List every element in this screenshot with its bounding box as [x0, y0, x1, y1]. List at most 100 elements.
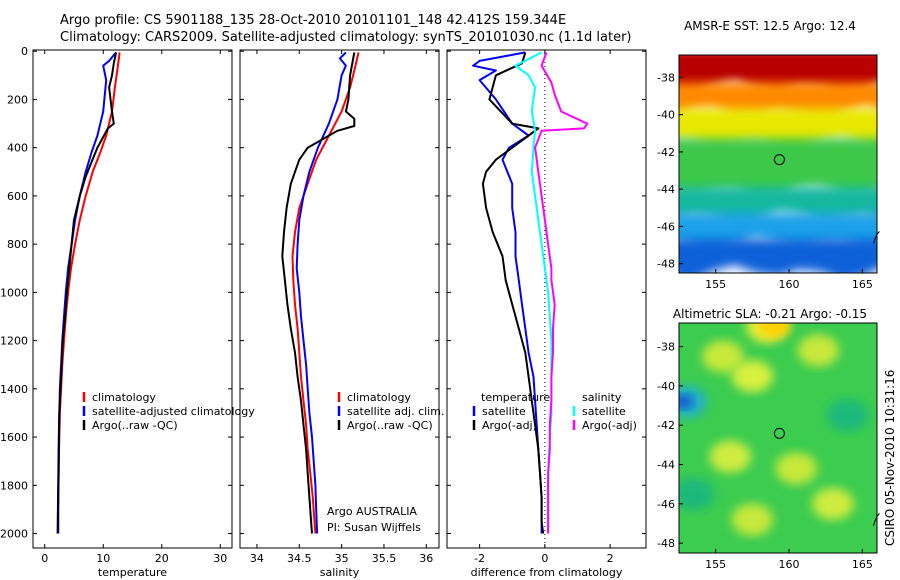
temperature-ytick-label: 1200 — [0, 335, 28, 348]
sla_map-xtick-label: 155 — [705, 558, 726, 571]
temperature-ytick-label: 400 — [7, 142, 28, 155]
temperature-xtick-label: 0 — [41, 552, 48, 565]
sla_map-blob-high — [731, 360, 774, 393]
salinity-panel: 34 34.5 35 35.5 36 salinity climatologysatelli… — [239, 49, 444, 579]
sla_map-blob-min — [679, 394, 693, 409]
temperature-ytick-label: 0 — [21, 45, 28, 58]
series-line-salinity-climatology — [291, 52, 360, 534]
temperature-legend-label-argo-raw-qc: Argo(..raw -QC) — [92, 419, 178, 432]
salinity-axes-frame — [239, 49, 440, 549]
temperature-xtick-label: 10 — [96, 552, 110, 565]
sst_map-field — [679, 55, 877, 273]
salinity-legend-label-argo-raw-qc: Argo(..raw -QC) — [347, 419, 433, 432]
series-line-salinity-argo-raw-qc — [281, 52, 356, 534]
temperature-ytick-label: 600 — [7, 190, 28, 203]
temperature-ytick-label: 200 — [7, 93, 28, 106]
sla-map-panel: Altimetric SLA: -0.21 Argo: -0.15 155 160 1… — [657, 307, 880, 571]
sla_map-title: Altimetric SLA: -0.21 Argo: -0.15 — [673, 307, 867, 321]
salinity-xtick-label: 35.5 — [372, 552, 397, 565]
difference-legend-left-title: temperature — [481, 391, 550, 404]
sst_map-band-green — [679, 138, 877, 199]
sla_map-ytick-label: -44 — [657, 459, 675, 472]
difference-axes-frame — [446, 49, 647, 549]
salinity-annotation-line1: Argo AUSTRALIA — [327, 505, 417, 518]
sla_map-blob-low — [679, 385, 708, 418]
difference-temp-legend-label-argo-adj: Argo(-adj) — [482, 419, 537, 432]
sst_map-band-blue — [679, 239, 877, 273]
temperature-ytick-label: 1400 — [0, 383, 28, 396]
temperature-ytick-label: 800 — [7, 238, 28, 251]
salinity-xtick-label: 36 — [419, 552, 433, 565]
difference-sal-legend-label-argo-adj: Argo(-adj) — [582, 419, 637, 432]
credit-text: CSIRO 05-Nov-2010 10:31:16 — [883, 370, 897, 546]
sla_map-blob-high — [775, 452, 818, 485]
salinity-xtick-label: 35 — [335, 552, 349, 565]
temperature-ytick-label: 1000 — [0, 286, 28, 299]
sst_map-ytick-label: -48 — [657, 258, 675, 271]
difference-xtick-label: 0 — [541, 552, 548, 565]
salinity-legend-label-climatology: climatology — [347, 391, 411, 404]
temperature-panel: 0 10 20 30 temperature 0 200 400 600 800 1000 1200 1… — [0, 45, 255, 579]
temperature-legend-label-satellite-adjusted-climatology: satellite-adjusted climatology — [92, 405, 255, 418]
difference-temp-legend-label-satellite: satellite — [482, 405, 526, 418]
temperature-ytick-label: 1800 — [0, 479, 28, 492]
salinity-xlabel: salinity — [320, 566, 360, 579]
sla_map-ytick-label: -48 — [657, 537, 675, 550]
temperature-xlabel: temperature — [98, 566, 167, 579]
sst_map-ytick-label: -38 — [657, 71, 675, 84]
sla_map-blob-low — [826, 399, 869, 432]
temperature-xtick-label: 30 — [213, 552, 227, 565]
salinity-legend-label-satellite-adj-clim: satellite adj. clim. — [347, 405, 444, 418]
sla_map-ytick-label: -46 — [657, 498, 675, 511]
temperature-ytick-label: 2000 — [0, 528, 28, 541]
series-line-difference-temperature-satellite — [472, 51, 543, 534]
sst_map-argo-location-marker — [773, 154, 785, 166]
sst_map-ytick-label: -42 — [657, 146, 675, 159]
sst_map-xtick-label: 165 — [852, 278, 873, 291]
difference-xlabel: difference from climatology — [471, 566, 623, 579]
temperature-axes-frame — [32, 49, 233, 549]
sst_map-coastline-fragment — [873, 231, 880, 244]
sla_map-blob-high — [797, 334, 840, 367]
difference-legend-right-title: salinity — [582, 391, 622, 404]
sla_map-blob-high — [731, 503, 774, 536]
figure-title-line1: Argo profile: CS 5901188_135 28-Oct-2010… — [60, 13, 566, 28]
sla_map-blob-high — [812, 487, 854, 520]
sla_map-field — [679, 323, 877, 553]
series-line-difference-temperature-argo-adj — [481, 52, 545, 534]
difference-xtick-label: -2 — [474, 552, 485, 565]
salinity-annotation-line2: PI: Susan Wijffels — [327, 521, 421, 534]
sst_map-frame — [678, 54, 878, 274]
sst_map-xtick-label: 155 — [705, 278, 726, 291]
sst_map-ytick-label: -40 — [657, 109, 675, 122]
sla_map-blob-high — [709, 440, 752, 473]
sla_map-blob-peak — [758, 323, 790, 337]
sla_map-blob-low — [679, 478, 715, 511]
salinity-xtick-label: 34 — [250, 552, 264, 565]
sst_map-xtick-label: 160 — [779, 278, 800, 291]
sst-map-panel: AMSR-E SST: 12.5 Argo: 12.4 155 160 165 -38 -… — [657, 19, 880, 291]
series-line-difference-salinity-argo-adj — [534, 52, 589, 534]
sla_map-ytick-label: -40 — [657, 380, 675, 393]
temperature-xtick-label: 20 — [155, 552, 169, 565]
series-line-salinity-satellite-adj-clim — [295, 51, 347, 534]
figure-title-line2: Climatology: CARS2009. Satellite-adjuste… — [60, 30, 632, 45]
sla_map-ytick-label: -42 — [657, 419, 675, 432]
temperature-ytick-label: 1600 — [0, 431, 28, 444]
sla_map-frame — [678, 322, 878, 554]
salinity-xtick-label: 34.5 — [287, 552, 312, 565]
sla_map-xtick-label: 165 — [852, 558, 873, 571]
sst_map-ytick-label: -46 — [657, 220, 675, 233]
sla_map-argo-location-marker — [773, 427, 785, 439]
sla_map-ytick-label: -38 — [657, 341, 675, 354]
series-line-temperature-argo-raw-qc — [56, 52, 118, 534]
sla_map-coastline-fragment — [873, 513, 880, 526]
sla_map-blob-high — [702, 340, 744, 373]
difference-sal-legend-label-satellite: satellite — [582, 405, 626, 418]
sst_map-ytick-label: -44 — [657, 183, 675, 196]
sst_map-title: AMSR-E SST: 12.5 Argo: 12.4 — [684, 19, 856, 33]
difference-xtick-label: 2 — [607, 552, 614, 565]
sla_map-xtick-label: 160 — [779, 558, 800, 571]
